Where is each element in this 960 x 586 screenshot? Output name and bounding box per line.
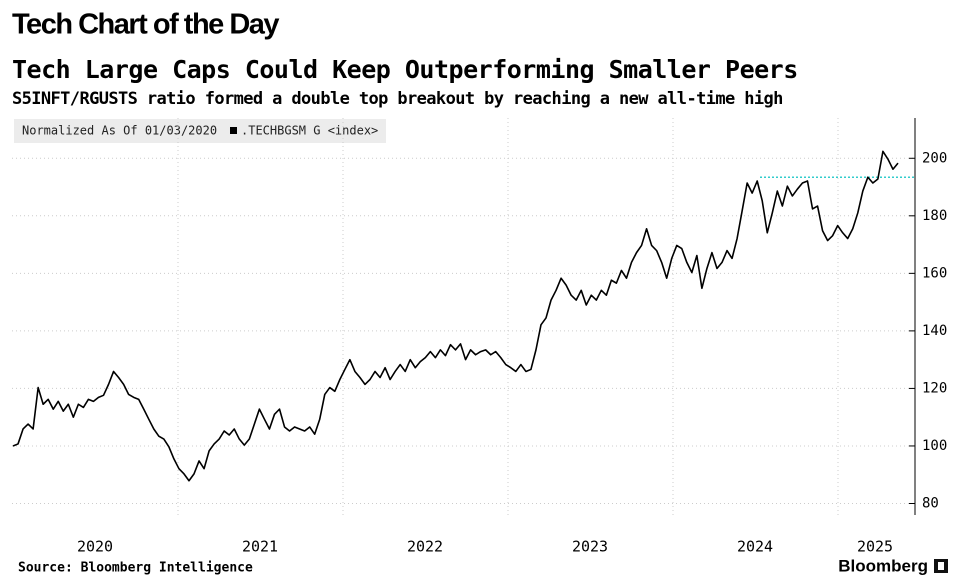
legend-box (14, 119, 386, 143)
x-tick-label: 2020 (77, 538, 113, 556)
x-tick-label: 2024 (737, 538, 773, 556)
brand-icon-inner (938, 562, 944, 570)
y-tick-label: 120 (922, 380, 947, 396)
y-tick-label: 200 (922, 150, 947, 166)
series-line (12, 150, 899, 482)
legend-swatch (230, 127, 237, 134)
chart-title: Tech Large Caps Could Keep Outperforming… (12, 55, 798, 84)
x-tick-label: 2025 (857, 538, 893, 556)
legend-note: Normalized As Of 01/03/2020 (22, 124, 217, 138)
legend-label: .TECHBGSM G <index> (241, 124, 378, 138)
x-tick-label: 2022 (407, 538, 443, 556)
y-tick-label: 160 (922, 265, 947, 281)
brand: Bloomberg (838, 556, 928, 575)
header: Tech Chart of the Day (12, 9, 279, 41)
y-tick-label: 140 (922, 323, 947, 339)
chart-subtitle: S5INFT/RGUSTS ratio formed a double top … (12, 89, 783, 109)
y-tick-label: 80 (922, 495, 939, 511)
source: Source: Bloomberg Intelligence (18, 561, 253, 576)
x-tick-label: 2023 (572, 538, 608, 556)
y-tick-label: 180 (922, 208, 947, 224)
x-tick-label: 2021 (242, 538, 278, 556)
y-tick-label: 100 (922, 438, 947, 454)
